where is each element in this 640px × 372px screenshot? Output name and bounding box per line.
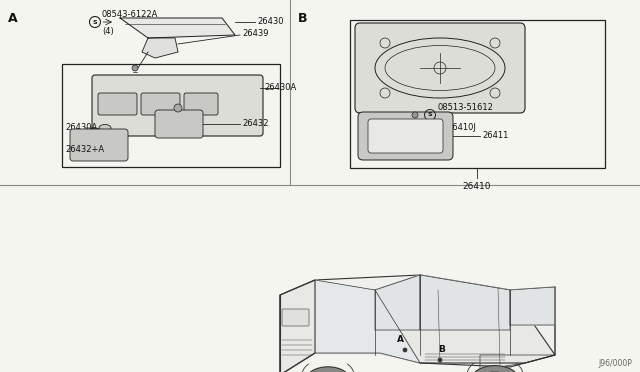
Circle shape — [412, 112, 418, 118]
Circle shape — [132, 65, 138, 71]
Text: 26410: 26410 — [463, 182, 492, 191]
FancyBboxPatch shape — [355, 23, 525, 113]
Polygon shape — [375, 275, 555, 367]
Polygon shape — [120, 18, 235, 38]
Ellipse shape — [387, 123, 409, 133]
Circle shape — [438, 358, 442, 362]
FancyBboxPatch shape — [141, 93, 180, 115]
Text: J96/000P: J96/000P — [598, 359, 632, 368]
Ellipse shape — [471, 366, 519, 372]
FancyBboxPatch shape — [358, 112, 453, 160]
FancyBboxPatch shape — [70, 129, 128, 161]
Text: 26439: 26439 — [242, 29, 269, 38]
FancyBboxPatch shape — [184, 93, 218, 115]
Circle shape — [403, 348, 407, 352]
Text: S: S — [428, 112, 432, 118]
Text: 26430A: 26430A — [264, 83, 296, 93]
FancyBboxPatch shape — [98, 93, 137, 115]
Polygon shape — [420, 275, 510, 330]
Text: B: B — [298, 12, 307, 25]
Text: 26430A: 26430A — [65, 124, 97, 132]
Text: 26430: 26430 — [257, 17, 284, 26]
Text: B: B — [438, 345, 445, 354]
Text: A: A — [397, 335, 403, 344]
Circle shape — [174, 104, 182, 112]
Ellipse shape — [306, 367, 350, 372]
Text: S: S — [93, 19, 97, 25]
Text: (4): (4) — [102, 27, 114, 36]
Polygon shape — [142, 38, 178, 58]
Bar — [62, 64, 280, 167]
Text: 26411: 26411 — [482, 131, 508, 141]
Text: A: A — [8, 12, 18, 25]
Polygon shape — [315, 280, 420, 363]
Text: 08513-51612: 08513-51612 — [437, 103, 493, 112]
FancyBboxPatch shape — [155, 110, 203, 138]
Polygon shape — [280, 280, 315, 372]
Text: 26410J: 26410J — [447, 124, 476, 132]
FancyBboxPatch shape — [92, 75, 263, 136]
FancyBboxPatch shape — [282, 309, 309, 326]
Polygon shape — [510, 287, 555, 325]
Text: 26432: 26432 — [242, 119, 269, 128]
Polygon shape — [375, 275, 420, 330]
Polygon shape — [280, 275, 555, 372]
Bar — [350, 20, 605, 168]
FancyBboxPatch shape — [368, 119, 443, 153]
Polygon shape — [280, 275, 555, 370]
Text: (2): (2) — [437, 120, 449, 129]
Ellipse shape — [99, 125, 111, 131]
Text: 26432+A: 26432+A — [65, 145, 104, 154]
Text: 08543-6122A: 08543-6122A — [102, 10, 158, 19]
